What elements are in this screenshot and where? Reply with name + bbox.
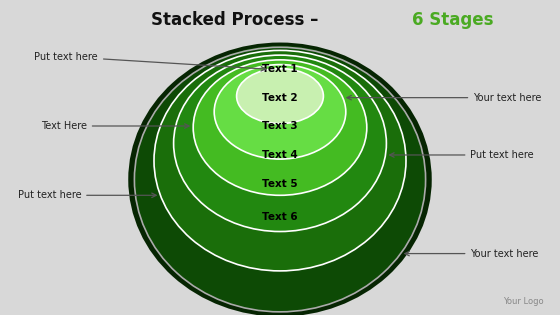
Ellipse shape bbox=[236, 69, 323, 124]
Ellipse shape bbox=[128, 43, 432, 315]
Ellipse shape bbox=[174, 55, 386, 232]
Ellipse shape bbox=[214, 65, 346, 159]
Text: 6 Stages: 6 Stages bbox=[412, 11, 493, 29]
Text: Text 1: Text 1 bbox=[262, 64, 298, 74]
Text: Put text here: Put text here bbox=[17, 190, 156, 200]
Ellipse shape bbox=[208, 60, 352, 164]
Ellipse shape bbox=[134, 47, 426, 312]
Ellipse shape bbox=[231, 64, 329, 129]
Text: Text 5: Text 5 bbox=[262, 179, 298, 189]
Ellipse shape bbox=[187, 55, 373, 200]
Text: Text Here: Text Here bbox=[41, 121, 189, 131]
Text: Stacked Process –: Stacked Process – bbox=[151, 11, 324, 29]
Ellipse shape bbox=[167, 50, 393, 236]
Text: Text 4: Text 4 bbox=[262, 150, 298, 160]
Ellipse shape bbox=[193, 60, 367, 195]
Ellipse shape bbox=[154, 50, 406, 271]
Text: Text 3: Text 3 bbox=[262, 121, 298, 131]
Text: Text 6: Text 6 bbox=[262, 212, 298, 222]
Text: Put text here: Put text here bbox=[390, 150, 534, 160]
Ellipse shape bbox=[148, 46, 412, 276]
Text: Your text here: Your text here bbox=[347, 93, 542, 103]
Text: Put text here: Put text here bbox=[34, 52, 265, 71]
Text: Text 2: Text 2 bbox=[262, 93, 298, 103]
Text: Your Logo: Your Logo bbox=[502, 296, 543, 306]
Text: Your text here: Your text here bbox=[405, 249, 539, 259]
